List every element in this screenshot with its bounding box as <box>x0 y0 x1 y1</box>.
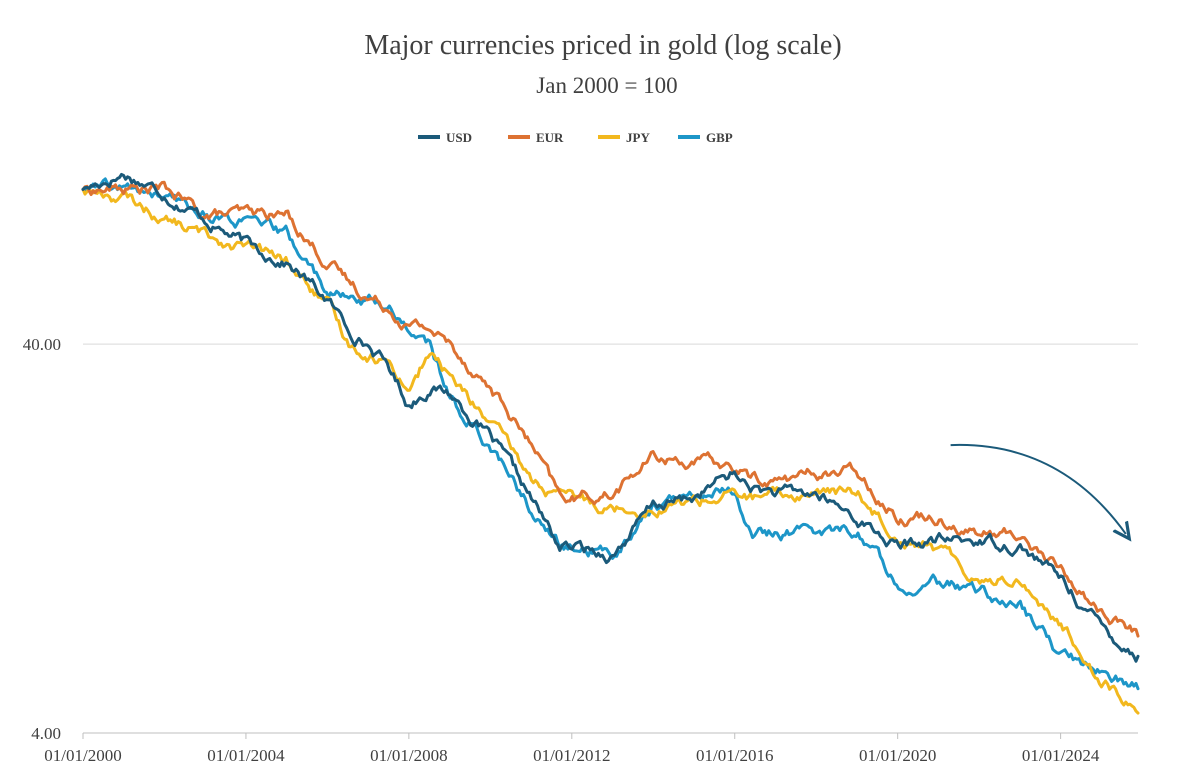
y-axis: 40.00 4.00 <box>23 335 61 743</box>
x-tick-label: 01/01/2012 <box>533 746 610 765</box>
y-tick-label: 4.00 <box>31 724 61 743</box>
series-line-gbp <box>81 177 1140 691</box>
x-tick-label: 01/01/2000 <box>44 746 121 765</box>
legend-label-eur: EUR <box>536 130 564 145</box>
x-tick-label: 01/01/2004 <box>207 746 285 765</box>
series-layer <box>81 172 1140 715</box>
trend-arrow-annotation <box>950 443 1126 534</box>
chart-subtitle: Jan 2000 = 100 <box>536 73 677 98</box>
legend: USD EUR JPY GBP <box>418 130 733 145</box>
x-tick-label: 01/01/2008 <box>370 746 447 765</box>
x-tick-label: 01/01/2016 <box>696 746 773 765</box>
chart-title: Major currencies priced in gold (log sca… <box>364 30 841 61</box>
legend-label-jpy: JPY <box>626 130 650 145</box>
series-line-usd <box>81 172 1140 663</box>
x-axis: 01/01/2000 01/01/2004 01/01/2008 01/01/2012… <box>44 733 1100 765</box>
series-line-eur <box>81 180 1140 638</box>
legend-label-usd: USD <box>446 130 472 145</box>
x-tick-label: 01/01/2020 <box>859 746 936 765</box>
series-line-jpy <box>81 187 1140 715</box>
legend-label-gbp: GBP <box>706 130 733 145</box>
y-tick-label: 40.00 <box>23 335 61 354</box>
x-tick-label: 01/01/2024 <box>1022 746 1100 765</box>
